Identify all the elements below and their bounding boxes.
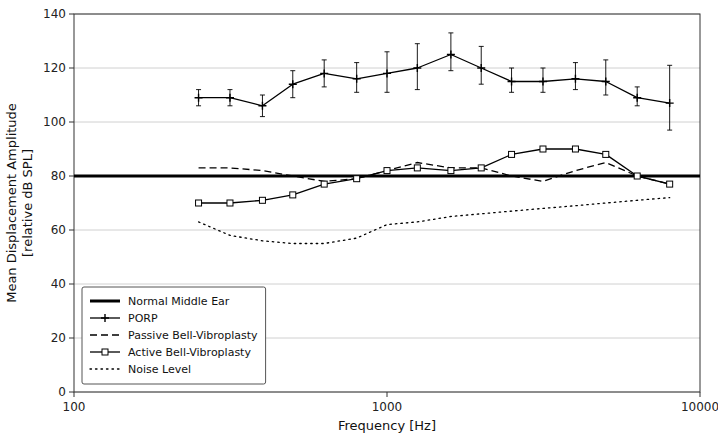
- tick-mark: [387, 392, 388, 397]
- tick-label: 100: [43, 115, 66, 129]
- point: [540, 146, 546, 152]
- tick-mark: [69, 122, 74, 123]
- legend-label: PORP: [128, 312, 158, 325]
- legend: Normal Middle Ear PORP Passive Bell-Vibrop…: [82, 287, 266, 384]
- point: [572, 146, 578, 152]
- point: [384, 168, 390, 174]
- tick-label: 1000: [372, 400, 403, 414]
- tick-label: 100: [63, 400, 86, 414]
- point: [508, 78, 516, 86]
- legend-swatch: [90, 334, 120, 335]
- point: [477, 64, 485, 72]
- grid-line: [74, 122, 700, 123]
- plot-data: [74, 33, 700, 244]
- tick-mark: [69, 392, 74, 393]
- point: [509, 151, 515, 157]
- legend-label: Normal Middle Ear: [128, 295, 230, 308]
- legend-item: Active Bell-Vibroplasty: [90, 346, 251, 359]
- tick-mark: [700, 392, 701, 397]
- point: [414, 165, 420, 171]
- grid-line: [74, 176, 700, 177]
- point: [196, 200, 202, 206]
- tick-label: 80: [51, 169, 66, 183]
- point: [321, 181, 327, 187]
- x-axis-label: Frequency [Hz]: [338, 418, 436, 433]
- series: [74, 176, 700, 177]
- point: [603, 151, 609, 157]
- point: [634, 173, 640, 179]
- point: [602, 78, 610, 86]
- y-axis-label-line: [relative dB SPL]: [20, 149, 35, 257]
- series-line: [199, 149, 670, 203]
- legend-item: Normal Middle Ear: [90, 295, 230, 308]
- markers: [196, 146, 673, 206]
- series: [195, 33, 674, 130]
- point: [571, 75, 579, 83]
- legend-item: PORP: [90, 312, 158, 325]
- tick-label: 140: [43, 7, 66, 21]
- grid-line: [74, 284, 700, 285]
- point: [227, 200, 233, 206]
- tick-mark: [69, 338, 74, 339]
- grid-line: [74, 230, 700, 231]
- point: [354, 176, 360, 182]
- legend-label: Active Bell-Vibroplasty: [128, 346, 251, 359]
- tick-mark: [69, 176, 74, 177]
- tick-label: 60: [51, 223, 66, 237]
- grid: [74, 14, 700, 392]
- legend-box: [82, 287, 266, 384]
- point: [290, 192, 296, 198]
- point: [226, 94, 234, 102]
- chart: 0 20 40 60 80 100 120 140 100 1000 10000 Frequency …: [0, 0, 718, 438]
- y-axis-label: Mean Displacement Amplitude[relative dB …: [4, 103, 35, 303]
- legend-item: Noise Level: [90, 363, 191, 376]
- error-bar: [667, 65, 672, 130]
- point: [383, 69, 391, 77]
- series-line: [74, 175, 700, 178]
- point: [195, 94, 203, 102]
- tick-label: 20: [51, 331, 66, 345]
- axes: 0 20 40 60 80 100 120 140 100 1000 10000: [43, 7, 718, 414]
- series-line: [199, 55, 670, 106]
- legend-item: Passive Bell-Vibroplasty: [90, 329, 258, 342]
- point: [666, 99, 674, 107]
- point: [539, 78, 547, 86]
- point: [667, 181, 673, 187]
- point: [447, 51, 455, 59]
- series: [199, 198, 670, 244]
- point: [478, 165, 484, 171]
- error-bars: [196, 33, 672, 130]
- tick-label: 120: [43, 61, 66, 75]
- tick-label: 10000: [681, 400, 718, 414]
- series-line: [199, 163, 670, 185]
- point: [353, 75, 361, 83]
- tick-mark: [69, 230, 74, 231]
- plot-frame: [74, 14, 700, 392]
- point: [320, 69, 328, 77]
- legend-swatch: [90, 368, 120, 369]
- tick-label: 40: [51, 277, 66, 291]
- legend-label: Noise Level: [128, 363, 191, 376]
- series-line: [199, 198, 670, 244]
- series: [196, 146, 673, 206]
- tick-mark: [69, 284, 74, 285]
- error-bar: [603, 60, 608, 95]
- point: [258, 102, 266, 110]
- point: [448, 168, 454, 174]
- series: [199, 163, 670, 185]
- point: [259, 197, 265, 203]
- tick-mark: [69, 68, 74, 69]
- point: [633, 94, 641, 102]
- tick-mark: [69, 14, 74, 15]
- tick-label: 0: [58, 385, 66, 399]
- markers: [195, 51, 674, 110]
- tick-mark: [74, 392, 75, 397]
- point: [289, 80, 297, 88]
- point: [413, 64, 421, 72]
- legend-marker: [101, 314, 109, 322]
- legend-marker: [102, 349, 108, 355]
- y-axis-label-line: Mean Displacement Amplitude: [4, 103, 19, 303]
- legend-label: Passive Bell-Vibroplasty: [128, 329, 258, 342]
- legend-swatch: [90, 300, 120, 303]
